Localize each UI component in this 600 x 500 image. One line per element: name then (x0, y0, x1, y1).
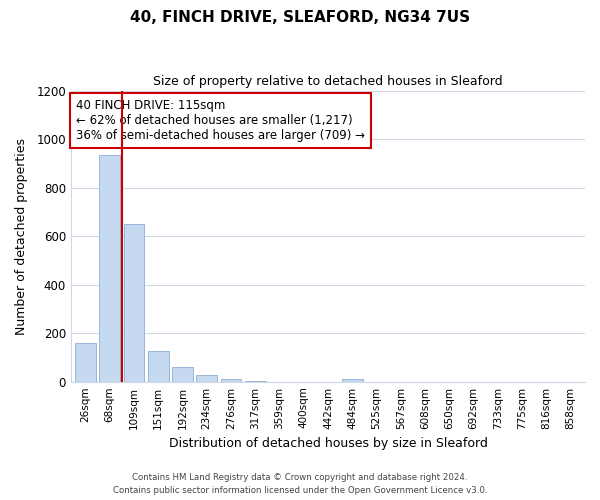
Bar (124, 224, 144, 382)
Text: 40 FINCH DRIVE: 115sqm
← 62% of detached houses are smaller (1,217)
36% of semi-: 40 FINCH DRIVE: 115sqm ← 62% of detached… (76, 100, 365, 142)
Bar (196, 375, 217, 382)
Title: Size of property relative to detached houses in Sleaford: Size of property relative to detached ho… (153, 75, 503, 88)
Bar (148, 352, 169, 382)
X-axis label: Distribution of detached houses by size in Sleaford: Distribution of detached houses by size … (169, 437, 487, 450)
Bar (342, 380, 362, 382)
Bar (75, 343, 96, 382)
Bar (221, 379, 241, 382)
Text: 40, FINCH DRIVE, SLEAFORD, NG34 7US: 40, FINCH DRIVE, SLEAFORD, NG34 7US (130, 10, 470, 25)
Bar (100, 155, 120, 382)
Text: Contains HM Land Registry data © Crown copyright and database right 2024.
Contai: Contains HM Land Registry data © Crown c… (113, 474, 487, 495)
Bar (172, 366, 193, 382)
Y-axis label: Number of detached properties: Number of detached properties (15, 138, 28, 334)
